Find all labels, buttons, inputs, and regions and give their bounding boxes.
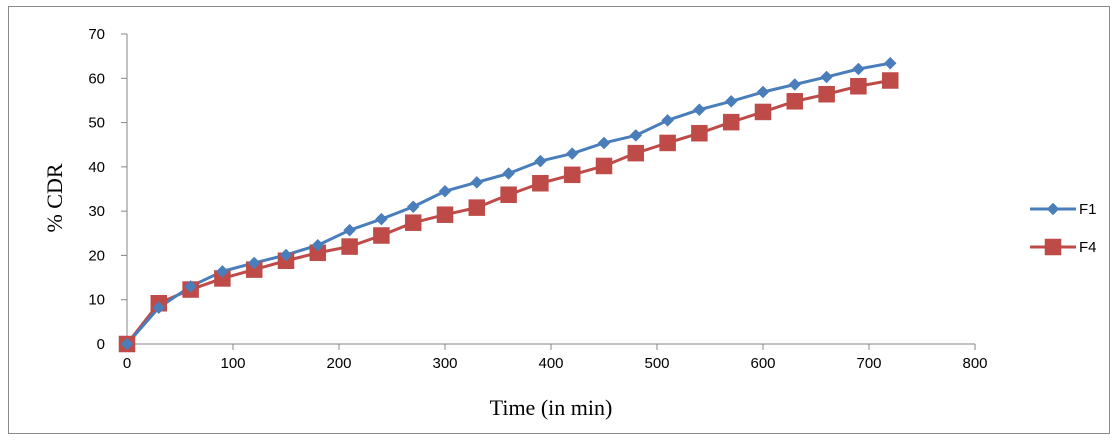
data-point-f4 bbox=[532, 174, 549, 192]
data-point-f4 bbox=[404, 214, 422, 231]
data-point-f1 bbox=[565, 147, 579, 160]
x-tick-label: 200 bbox=[326, 355, 351, 372]
data-point-f1 bbox=[597, 136, 611, 150]
x-axis-title: Time (in min) bbox=[490, 395, 613, 420]
data-point-f1 bbox=[756, 85, 770, 99]
data-point-f1 bbox=[375, 212, 388, 226]
x-tick-label: 600 bbox=[750, 355, 775, 372]
legend-label-f1: F1 bbox=[1079, 201, 1097, 218]
data-point-f1 bbox=[788, 78, 802, 91]
data-point-f4 bbox=[563, 166, 581, 184]
data-point-f4 bbox=[595, 157, 613, 175]
y-tick-label: 30 bbox=[88, 203, 105, 220]
data-point-f1 bbox=[534, 154, 547, 168]
y-axis-title: % CDR bbox=[42, 163, 67, 232]
x-tick-label: 0 bbox=[123, 355, 131, 372]
data-point-f1 bbox=[502, 167, 515, 180]
legend: F1 F4 bbox=[1030, 201, 1097, 256]
data-point-f1 bbox=[343, 223, 356, 237]
y-tick-label: 60 bbox=[88, 70, 105, 87]
y-tick-label: 70 bbox=[88, 26, 105, 43]
data-point-f1 bbox=[311, 238, 325, 252]
data-point-f4 bbox=[659, 134, 676, 152]
chart-marks bbox=[118, 56, 899, 353]
legend-marker-f4 bbox=[1044, 238, 1062, 256]
series-line-f4 bbox=[125, 79, 891, 345]
x-tick-label: 100 bbox=[220, 355, 245, 372]
x-tick-label: 300 bbox=[432, 355, 457, 372]
data-point-f1 bbox=[247, 256, 261, 270]
data-point-f1 bbox=[629, 129, 643, 142]
data-point-f4 bbox=[722, 113, 740, 131]
data-point-f1 bbox=[406, 200, 420, 214]
chart-frame bbox=[8, 6, 1110, 434]
x-tick-label: 500 bbox=[644, 355, 669, 372]
x-tick-label: 700 bbox=[856, 355, 881, 372]
legend-label-f4: F4 bbox=[1079, 239, 1097, 256]
data-point-f4 bbox=[754, 103, 772, 121]
y-tick-label: 10 bbox=[88, 292, 105, 309]
y-tick-label: 50 bbox=[88, 115, 105, 132]
y-tick-label: 20 bbox=[88, 247, 105, 264]
legend-marker-f1 bbox=[1046, 202, 1060, 216]
data-point-f4 bbox=[691, 124, 708, 142]
series-line-f1 bbox=[125, 61, 891, 345]
data-point-f1 bbox=[184, 280, 197, 293]
x-tick-label: 800 bbox=[962, 355, 987, 372]
data-point-f4 bbox=[468, 199, 486, 216]
data-point-f1 bbox=[693, 103, 706, 117]
y-tick-label: 40 bbox=[88, 159, 105, 176]
data-point-f1 bbox=[216, 265, 229, 278]
data-point-f4 bbox=[818, 85, 835, 103]
data-point-f4 bbox=[850, 78, 867, 95]
data-point-f1 bbox=[279, 248, 293, 262]
data-point-f1 bbox=[120, 337, 134, 351]
data-point-f4 bbox=[500, 186, 517, 204]
data-point-f4 bbox=[627, 144, 645, 162]
data-point-f1 bbox=[852, 62, 865, 76]
data-point-f1 bbox=[883, 56, 897, 70]
data-point-f4 bbox=[786, 93, 804, 110]
data-point-f4 bbox=[881, 72, 899, 89]
data-point-f4 bbox=[436, 206, 454, 223]
data-point-f1 bbox=[724, 94, 738, 108]
data-point-f4 bbox=[341, 238, 358, 255]
data-point-f4 bbox=[373, 227, 390, 244]
data-point-f1 bbox=[152, 301, 166, 315]
data-point-f1 bbox=[438, 184, 452, 198]
data-point-f1 bbox=[470, 176, 484, 189]
data-point-f1 bbox=[661, 114, 674, 127]
x-tick-label: 400 bbox=[538, 355, 563, 372]
data-point-f1 bbox=[820, 70, 833, 84]
y-tick-label: 0 bbox=[97, 336, 105, 353]
